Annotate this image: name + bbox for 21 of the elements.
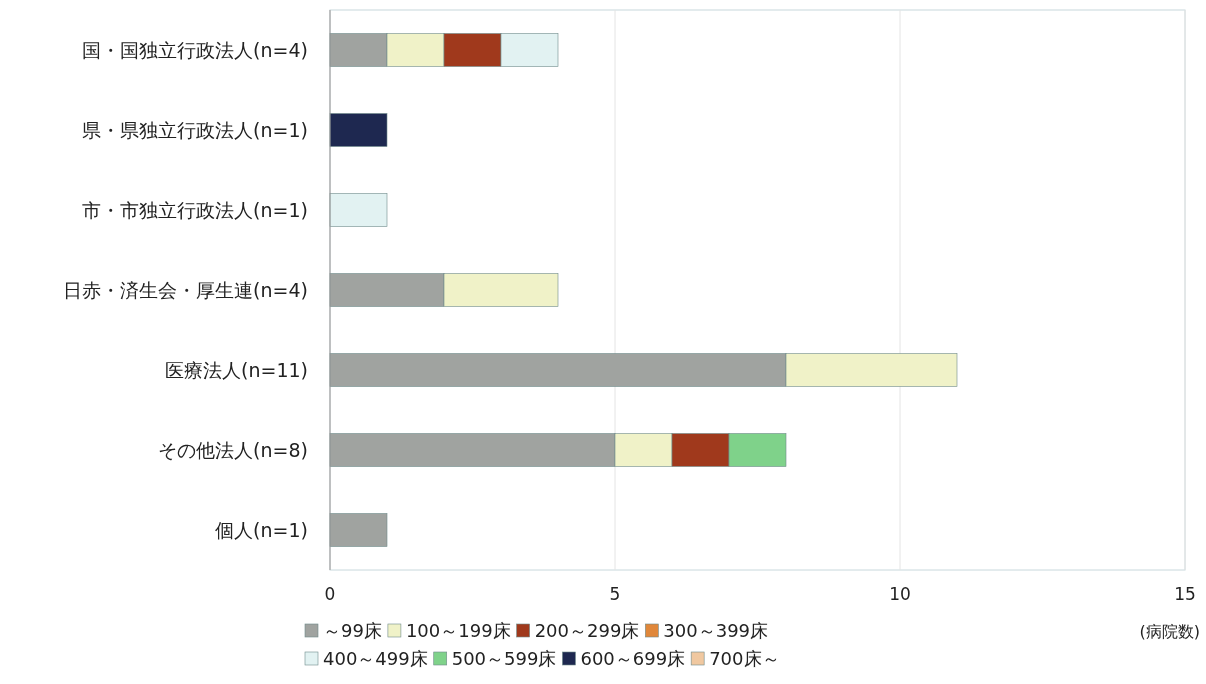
y-tick-label: 国・国独立行政法人(n=4): [82, 39, 308, 61]
x-tick-label: 15: [1174, 584, 1196, 604]
legend-label: 100～199床: [405, 620, 511, 641]
y-tick-label: 日赤・済生会・厚生連(n=4): [63, 279, 308, 301]
legend-label: 200～299床: [534, 620, 640, 641]
y-tick-label: 医療法人(n=11): [165, 359, 308, 381]
y-tick-label: 県・県独立行政法人(n=1): [82, 119, 308, 141]
y-tick-label: 個人(n=1): [215, 519, 308, 541]
legend-label: 300～399床: [663, 620, 769, 641]
legend-label: 700床～: [709, 648, 780, 669]
legend-label: ～99床: [323, 620, 382, 641]
bar: [329, 193, 388, 227]
x-tick-label: 5: [609, 584, 621, 604]
legend-label: 500～599床: [451, 648, 557, 669]
legend-label: 400～499床: [323, 648, 428, 669]
x-axis-title: (病院数): [1139, 622, 1200, 641]
y-tick-label: その他法人(n=8): [158, 439, 308, 461]
x-tick-label: 10: [889, 584, 911, 604]
y-tick-label: 市・市独立行政法人(n=1): [82, 199, 308, 221]
legend-label: 600～699床: [580, 648, 686, 669]
x-tick-label: 0: [324, 584, 336, 604]
